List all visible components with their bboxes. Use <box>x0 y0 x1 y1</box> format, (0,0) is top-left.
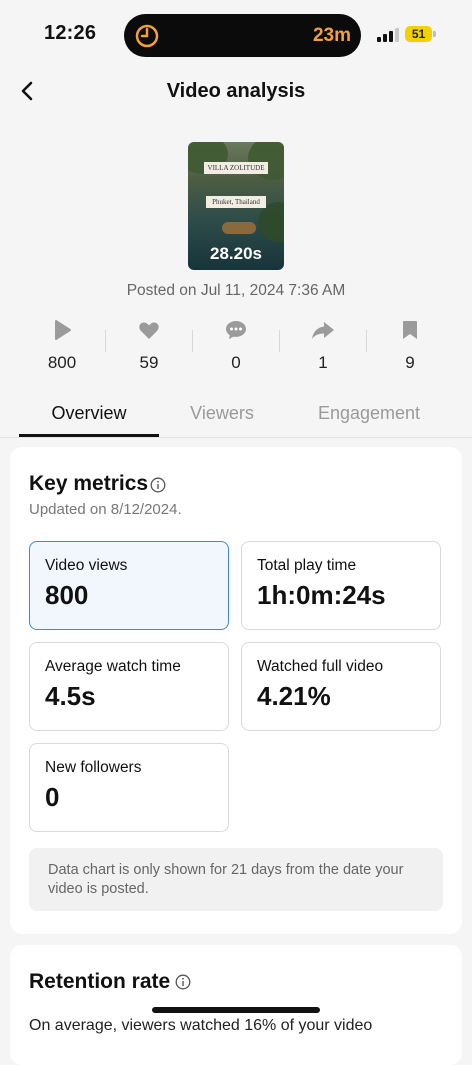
tab-overview[interactable]: Overview <box>51 403 127 423</box>
back-button[interactable] <box>14 76 42 106</box>
stats-row: 800 59 0 1 9 <box>19 318 453 378</box>
stat-value: 800 <box>47 353 77 372</box>
metric-average-watch-time[interactable]: Average watch time 4.5s <box>29 642 229 731</box>
thumbnail-location: Phuket, Thailand <box>206 196 266 208</box>
metric-label: Total play time <box>257 557 357 574</box>
metric-value: 0 <box>45 782 60 812</box>
posted-date: Posted on Jul 11, 2024 7:36 AM <box>126 282 346 299</box>
retention-summary: On average, viewers watched 16% of your … <box>29 1017 373 1034</box>
active-tab-indicator <box>19 434 159 437</box>
nav-header: Video analysis <box>0 70 472 114</box>
retention-card: Retention rate On average, viewers watch… <box>10 945 462 1065</box>
info-icon[interactable] <box>175 974 191 990</box>
stat-likes: 59 <box>106 318 192 378</box>
video-thumbnail[interactable]: VILLA ZOLITUDE Phuket, Thailand 28.20s <box>188 142 284 270</box>
stat-value: 1 <box>318 353 328 372</box>
tab-engagement[interactable]: Engagement <box>317 403 421 423</box>
timer-text: 23m <box>312 25 351 46</box>
metric-label: Watched full video <box>257 658 384 675</box>
signal-icon <box>377 28 399 42</box>
metric-label: Average watch time <box>45 658 181 675</box>
thumbnail-boat <box>222 222 256 234</box>
metric-watched-full-video[interactable]: Watched full video 4.21% <box>241 642 441 731</box>
tab-viewers[interactable]: Viewers <box>190 403 254 423</box>
stat-plays: 800 <box>19 318 105 378</box>
page-title: Video analysis <box>166 80 306 102</box>
info-icon[interactable] <box>150 477 166 493</box>
metric-value: 4.5s <box>45 681 96 711</box>
updated-date: Updated on 8/12/2024. <box>29 501 182 518</box>
dynamic-island[interactable]: 23m <box>124 14 361 57</box>
tab-bar: Overview Viewers Engagement <box>0 395 472 438</box>
battery-icon: 51 <box>405 26 437 42</box>
comment-icon <box>226 321 246 339</box>
play-icon <box>55 320 71 340</box>
metric-label: New followers <box>45 759 142 776</box>
metric-new-followers[interactable]: New followers 0 <box>29 743 229 832</box>
video-duration: 28.20s <box>210 244 262 263</box>
metric-total-play-time[interactable]: Total play time 1h:0m:24s <box>241 541 441 630</box>
key-metrics-title: Key metrics <box>29 472 149 495</box>
thumbnail-caption: VILLA ZOLITUDE <box>204 162 268 174</box>
stat-value: 0 <box>231 353 241 372</box>
metric-label: Video views <box>45 557 128 574</box>
metric-value: 4.21% <box>257 681 331 711</box>
status-bar: 12:26 23m 51 <box>0 0 472 70</box>
stat-value: 9 <box>405 353 415 372</box>
stat-shares: 1 <box>280 318 366 378</box>
bookmark-icon <box>403 321 417 339</box>
metric-video-views[interactable]: Video views 800 <box>29 541 229 630</box>
metric-value: 1h:0m:24s <box>257 580 386 610</box>
retention-title: Retention rate <box>29 970 171 993</box>
stat-comments: 0 <box>193 318 279 378</box>
stat-saves: 9 <box>367 318 453 378</box>
timer-icon <box>135 24 159 48</box>
battery-level: 51 <box>411 27 426 41</box>
note-text: Data chart is only shown for 21 days fro… <box>48 862 404 897</box>
home-indicator[interactable] <box>152 1007 320 1013</box>
data-chart-note: Data chart is only shown for 21 days fro… <box>29 848 443 911</box>
heart-icon <box>139 322 159 339</box>
metric-value: 800 <box>45 580 89 610</box>
stat-value: 59 <box>139 353 159 372</box>
key-metrics-card: Key metrics Updated on 8/12/2024. Video … <box>10 447 462 934</box>
share-icon <box>312 322 334 339</box>
status-time: 12:26 <box>44 22 97 44</box>
